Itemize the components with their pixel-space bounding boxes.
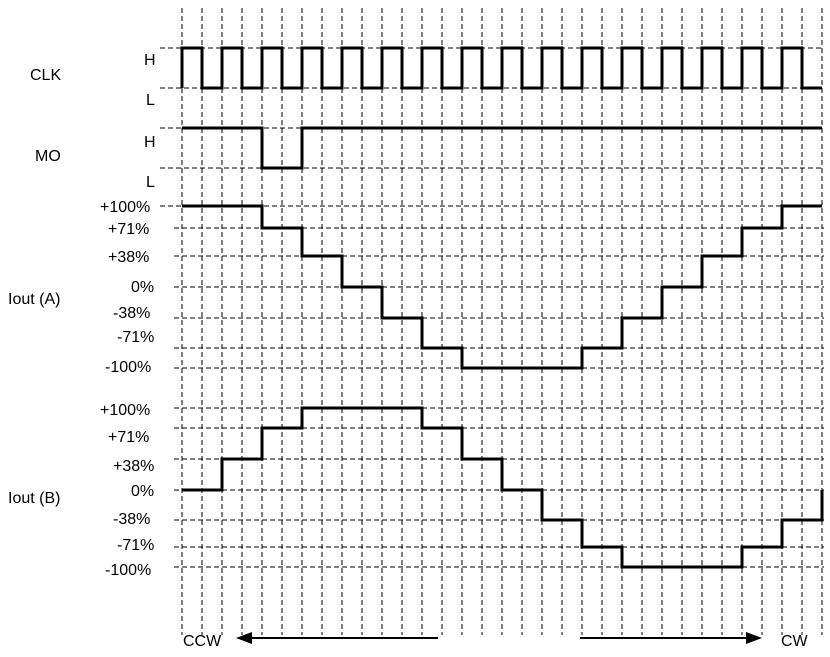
clk-low-label: L	[146, 92, 155, 109]
mo-signal-label: MO	[35, 148, 61, 165]
iout-b-level-label: +100%	[100, 402, 150, 419]
cw-label: CW	[781, 633, 809, 650]
mo-waveform	[182, 126, 822, 170]
iout-b-level-label: -71%	[117, 537, 154, 554]
clk-waveform	[180, 46, 822, 90]
mo-high-label: H	[144, 134, 156, 151]
iout-a-level-label: -71%	[117, 329, 154, 346]
iout-b-level-label: -100%	[105, 562, 151, 579]
ccw-label: CCW	[183, 633, 222, 650]
iout-b-level-label: +38%	[113, 458, 154, 475]
iout-a-level-label: -100%	[105, 359, 151, 376]
iout-a-level-label: +38%	[108, 249, 149, 266]
horizontal-gridlines	[160, 47, 824, 568]
ccw-arrowhead	[236, 632, 252, 644]
iout-a-level-label: 0%	[131, 279, 154, 296]
iout-a-level-label: +71%	[108, 221, 149, 238]
iout-b-waveform	[182, 406, 824, 569]
cw-arrowhead	[746, 632, 762, 644]
iout-a-signal-label: Iout (A)	[8, 291, 60, 308]
clk-high-label: H	[144, 52, 156, 69]
iout-a-level-label: -38%	[113, 305, 150, 322]
vertical-gridlines	[181, 8, 823, 635]
iout-b-level-label: -38%	[113, 511, 150, 528]
mo-low-label: L	[146, 174, 155, 191]
clk-signal-label: CLK	[30, 67, 61, 84]
iout-a-level-label: +100%	[100, 199, 150, 216]
iout-b-signal-label: Iout (B)	[8, 490, 60, 507]
iout-b-level-label: 0%	[131, 483, 154, 500]
iout-b-level-label: +71%	[108, 429, 149, 446]
iout-a-waveform	[182, 204, 822, 370]
